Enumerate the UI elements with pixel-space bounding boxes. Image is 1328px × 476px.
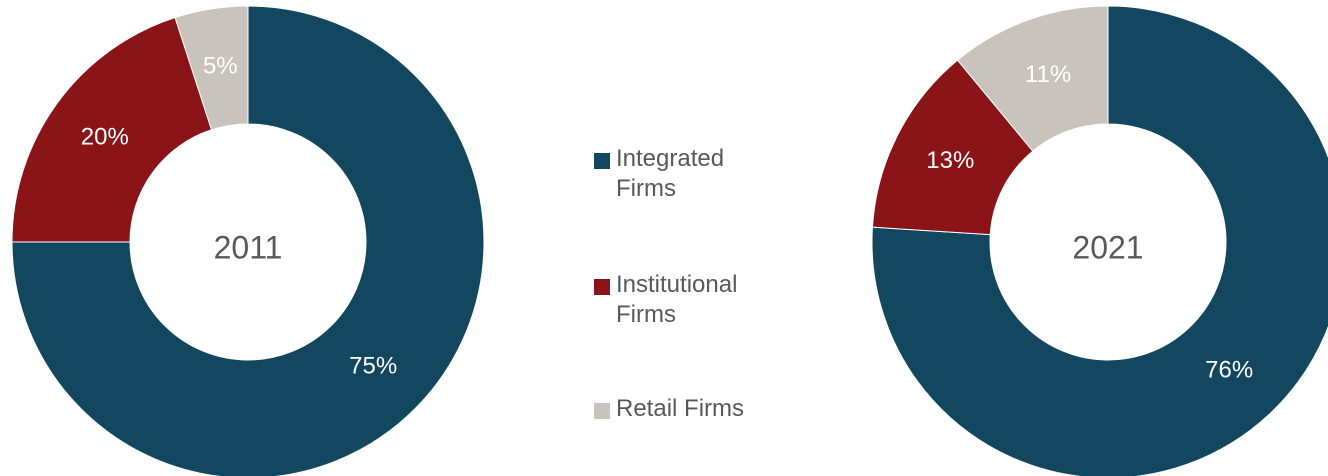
slice — [174, 5, 249, 131]
legend-swatch — [594, 279, 610, 295]
slice — [871, 59, 1034, 236]
legend-label: Retail Firms — [616, 395, 745, 422]
data-label: 76% — [1205, 356, 1253, 383]
data-label: 75% — [349, 353, 397, 380]
data-label: 13% — [926, 147, 974, 174]
data-label: 5% — [203, 53, 238, 80]
legend-swatch — [594, 403, 610, 419]
slice — [871, 5, 1328, 476]
slice — [11, 5, 485, 476]
data-label: 11% — [1025, 61, 1071, 88]
legend-label: Institutional Firms — [616, 271, 738, 328]
center-label: 2021 — [1072, 229, 1143, 265]
legend-item: Integrated Firms — [594, 144, 794, 204]
center-label: 2011 — [214, 229, 283, 265]
legend-item: Institutional Firms — [594, 270, 794, 330]
legend-label: Integrated Firms — [616, 145, 725, 202]
data-label: 20% — [81, 123, 129, 150]
legend-swatch — [594, 153, 610, 169]
legend-item: Retail Firms — [594, 394, 794, 424]
slice — [11, 16, 213, 243]
slice — [956, 5, 1109, 152]
